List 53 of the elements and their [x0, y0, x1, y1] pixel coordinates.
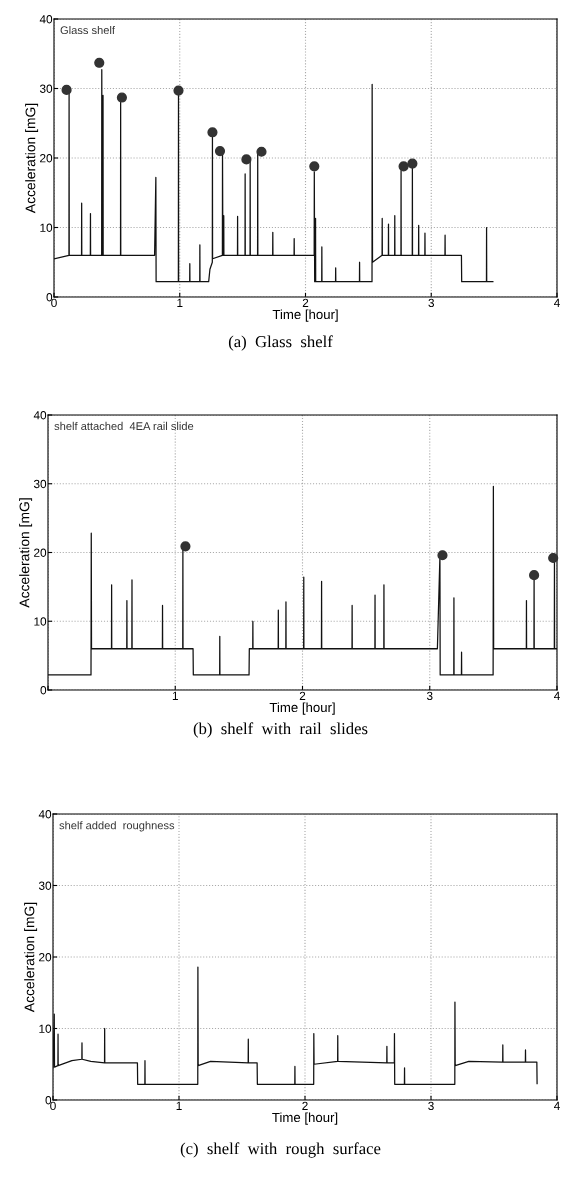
- point: [94, 57, 105, 68]
- point: [256, 146, 267, 157]
- x-tick-label: 2: [299, 691, 306, 700]
- x-axis-title: Time [hour]: [272, 309, 338, 322]
- y-tick-label: 20: [40, 154, 53, 163]
- x-axis-title: Time [hour]: [269, 702, 335, 715]
- x-tick-label: 2: [302, 298, 309, 307]
- y-tick-label: 40: [38, 810, 52, 819]
- y-axis-title: Acceleration [mG]: [25, 103, 39, 214]
- x-tick-label: 3: [428, 1101, 434, 1111]
- point: [529, 570, 540, 581]
- x-tick-label: 1: [172, 691, 178, 700]
- y-tick-label: 30: [33, 479, 47, 489]
- y-tick-label: 30: [39, 84, 53, 93]
- text: (c) shelf with rough surface: [180, 1142, 381, 1158]
- point: [309, 161, 320, 172]
- point: [116, 92, 127, 103]
- x-tick-label: 2: [302, 1101, 308, 1110]
- point: [548, 552, 559, 564]
- y-tick-label: 40: [39, 15, 53, 24]
- annotation: shelf added roughness: [59, 821, 175, 832]
- x-tick-label: 3: [428, 298, 435, 308]
- x-axis-title: Time [hour]: [272, 1112, 338, 1125]
- y-tick-label: 40: [33, 411, 47, 420]
- point: [214, 145, 226, 157]
- point: [407, 158, 418, 169]
- y-tick-label: 10: [34, 617, 47, 626]
- x-tick-label: 1: [176, 1101, 182, 1110]
- annotation: shelf attached 4EA rail slide: [54, 421, 194, 431]
- text: (a) Glass shelf: [228, 335, 333, 351]
- x-tick-label: 4: [553, 691, 560, 700]
- x-tick-label: 4: [553, 298, 560, 307]
- point: [437, 550, 448, 561]
- point: [241, 154, 252, 165]
- point: [398, 161, 409, 172]
- y-tick-label: 10: [40, 223, 53, 232]
- point: [173, 85, 184, 96]
- line-series: [53, 966, 538, 1085]
- x-tick-label: 4: [553, 1101, 560, 1110]
- point: [207, 127, 218, 138]
- y-axis-title: Acceleration [mG]: [24, 902, 38, 1013]
- x-tick-label: 1: [177, 298, 183, 307]
- y-tick-label: 20: [39, 953, 52, 962]
- y-tick-label: 30: [38, 881, 52, 890]
- text: (b) shelf with rail slides: [193, 722, 368, 738]
- annotation: Glass shelf: [60, 25, 116, 35]
- y-tick-label: 20: [34, 548, 47, 557]
- line-series: [48, 485, 557, 676]
- point: [180, 541, 191, 552]
- y-axis-title: Acceleration [mG]: [19, 498, 33, 608]
- x-tick-label: 3: [426, 691, 433, 701]
- y-tick-label: 10: [39, 1024, 52, 1033]
- point: [61, 84, 72, 95]
